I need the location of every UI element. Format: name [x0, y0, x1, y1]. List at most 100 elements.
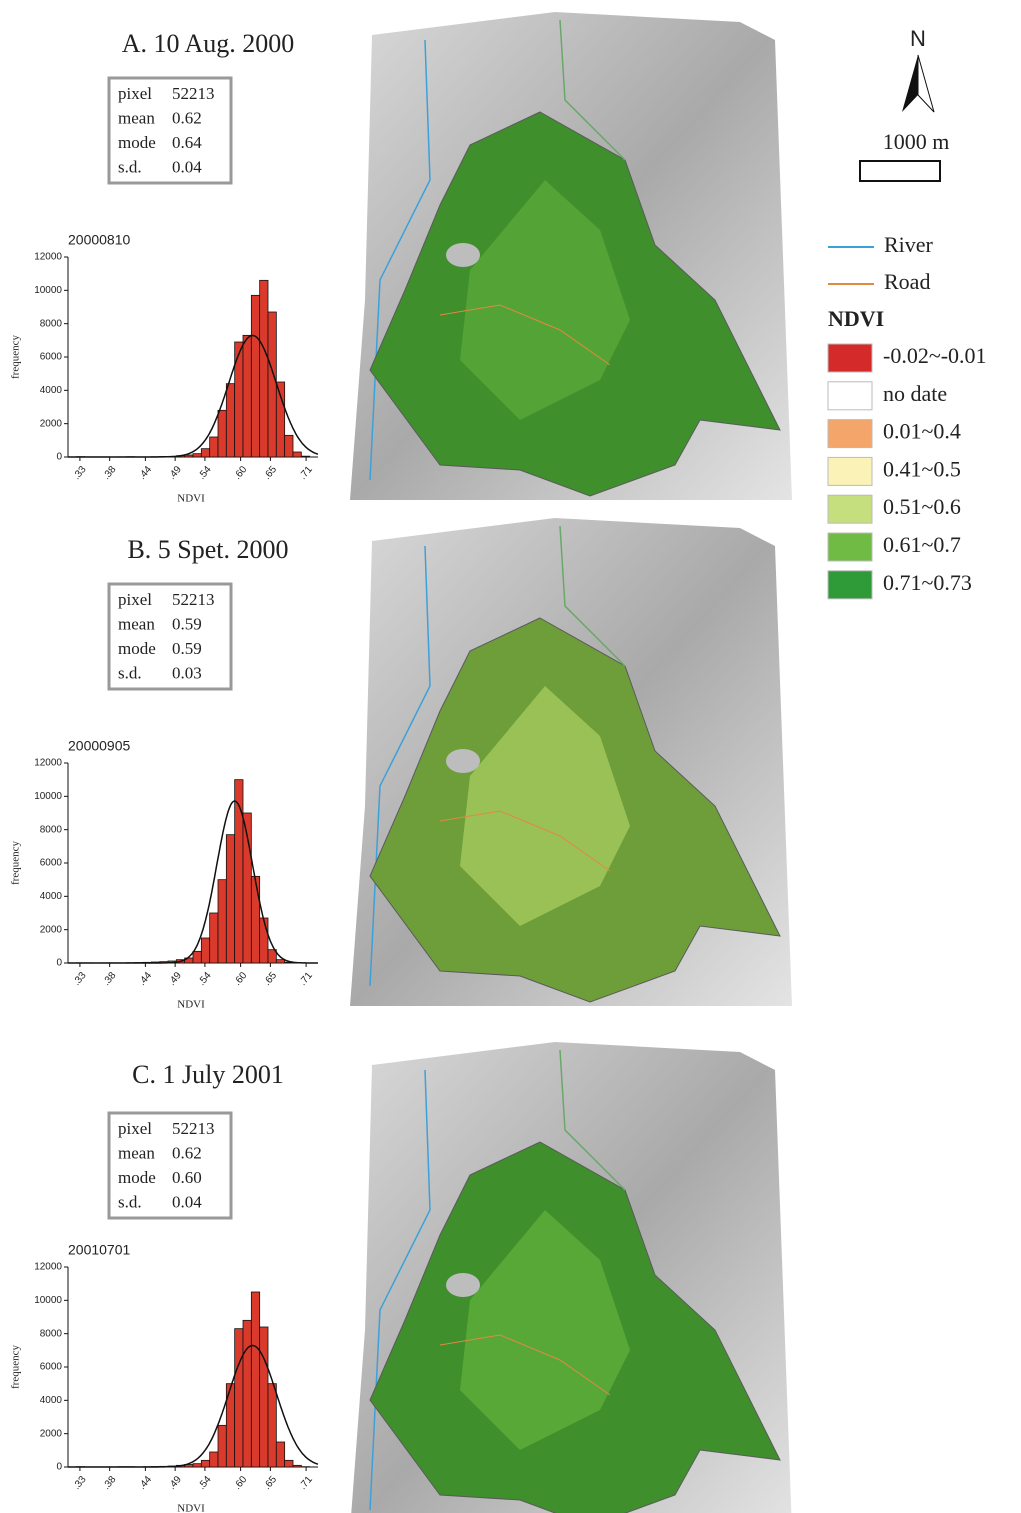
gap: [446, 749, 480, 773]
stats-label: s.d.: [118, 1192, 142, 1211]
x-tick-label: .54: [196, 464, 214, 482]
legend-label: Road: [884, 269, 930, 294]
stats-label: mode: [118, 133, 156, 152]
north-arrow: N: [902, 26, 934, 112]
x-tick-label: .71: [298, 464, 316, 482]
y-tick-label: 2000: [40, 418, 63, 429]
bar: [210, 437, 218, 457]
stats-value: 0.04: [172, 1192, 202, 1211]
bar: [243, 335, 251, 457]
bar: [218, 410, 226, 457]
stats-value: 0.04: [172, 157, 202, 176]
stats-value: 0.64: [172, 133, 202, 152]
legend-label: River: [884, 232, 934, 257]
gap: [446, 1273, 480, 1297]
bar: [218, 880, 226, 963]
legend-label: 0.71~0.73: [883, 570, 972, 595]
legend-label: 0.51~0.6: [883, 494, 961, 519]
bar: [201, 1460, 209, 1467]
legend-swatch: [828, 495, 872, 523]
stats-value: 0.59: [172, 639, 202, 658]
stats-value: 52213: [172, 1119, 215, 1138]
bar: [226, 384, 234, 457]
bar: [235, 1329, 243, 1467]
stats-label: s.d.: [118, 663, 142, 682]
bar: [260, 1327, 268, 1467]
x-tick-label: .38: [101, 970, 119, 988]
y-tick-label: 0: [56, 958, 62, 969]
x-tick-label: .54: [196, 1474, 214, 1492]
x-axis-label: NDVI: [177, 1503, 205, 1513]
bar: [193, 454, 201, 457]
x-tick-label: .38: [101, 1474, 119, 1492]
y-tick-label: 8000: [40, 824, 63, 835]
legend-swatch: [828, 420, 872, 448]
x-tick-label: .71: [298, 1474, 316, 1492]
legend-swatch: [828, 344, 872, 372]
x-tick-label: .33: [71, 1474, 89, 1492]
x-axis-label: NDVI: [177, 493, 205, 505]
legend-label: no date: [883, 381, 947, 406]
bar: [276, 382, 284, 457]
stats-label: pixel: [118, 84, 152, 103]
ndvi-map: [350, 1042, 792, 1513]
y-axis-label: frequency: [10, 841, 22, 885]
legend-label: -0.02~-0.01: [883, 343, 987, 368]
legend-label: 0.01~0.4: [883, 419, 961, 444]
stats-value: 52213: [172, 590, 215, 609]
bar: [276, 1442, 284, 1467]
y-tick-label: 0: [56, 1462, 62, 1473]
y-axis-label: frequency: [10, 1345, 22, 1389]
bar: [260, 918, 268, 963]
bar: [251, 876, 259, 963]
bar: [218, 1425, 226, 1467]
normal-fit: [68, 801, 318, 963]
x-tick-label: .33: [71, 970, 89, 988]
bar: [276, 960, 284, 963]
stats-value: 0.60: [172, 1168, 202, 1187]
x-tick-label: .49: [167, 970, 185, 988]
bar: [210, 913, 218, 963]
x-axis-label: NDVI: [177, 999, 205, 1011]
bar: [285, 1460, 293, 1467]
x-tick-label: .33: [71, 464, 89, 482]
gap: [446, 243, 480, 267]
x-tick-label: .60: [232, 970, 250, 988]
y-tick-label: 12000: [34, 252, 62, 263]
bar: [251, 1292, 259, 1467]
chart-title: 20000905: [68, 738, 131, 754]
y-tick-label: 6000: [40, 1362, 63, 1373]
legend: RiverRoadNDVI-0.02~-0.01no date0.01~0.40…: [828, 232, 987, 599]
bar: [293, 1465, 301, 1467]
stats-label: mean: [118, 1143, 155, 1162]
figure: N 1000 m River Road NDVI -0.02~-0.01 no date…: [0, 0, 1021, 1513]
y-tick-label: 8000: [40, 318, 63, 329]
bar: [201, 938, 209, 963]
x-tick-label: .71: [298, 970, 316, 988]
stats-label: mode: [118, 639, 156, 658]
panel-title: B. 5 Spet. 2000: [127, 535, 288, 564]
x-tick-label: .60: [232, 1474, 250, 1492]
legend-label: 0.41~0.5: [883, 456, 961, 481]
bar: [293, 452, 301, 457]
stats-value: 0.62: [172, 1143, 202, 1162]
y-tick-label: 4000: [40, 1395, 63, 1406]
y-axis-label: frequency: [10, 335, 22, 379]
y-tick-label: 2000: [40, 1428, 63, 1439]
stats-value: 0.62: [172, 108, 202, 127]
bar: [285, 435, 293, 457]
x-tick-label: .54: [196, 970, 214, 988]
x-tick-label: .65: [262, 1474, 280, 1492]
scale-bar: [860, 161, 940, 181]
bar: [243, 1320, 251, 1467]
bar: [235, 342, 243, 457]
y-tick-label: 4000: [40, 385, 63, 396]
bar: [226, 835, 234, 963]
panel-title: A. 10 Aug. 2000: [122, 29, 295, 58]
stats-label: mean: [118, 108, 155, 127]
scale-label: 1000 m: [883, 129, 950, 154]
legend-swatch: [828, 382, 872, 410]
bar: [235, 780, 243, 963]
legend-swatch: [828, 457, 872, 485]
legend-swatch: [828, 571, 872, 599]
